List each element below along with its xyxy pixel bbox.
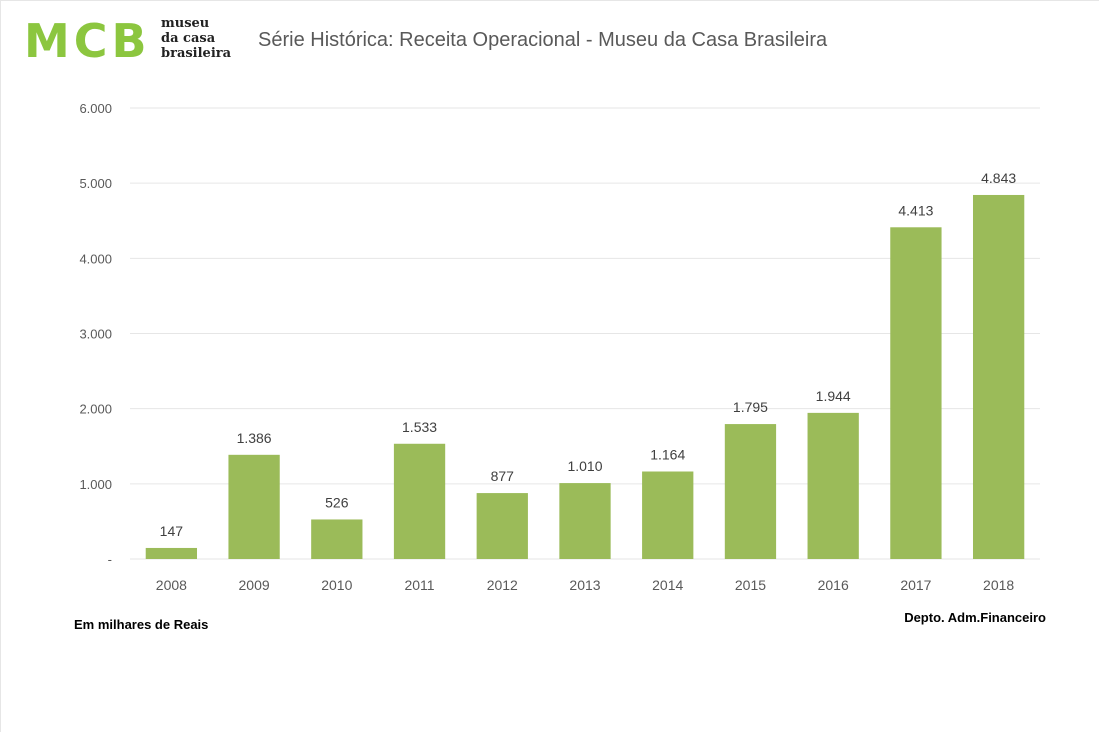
value-label-2008: 147 bbox=[160, 523, 184, 539]
y-tick-label: - bbox=[108, 552, 112, 567]
value-label-2010: 526 bbox=[325, 494, 349, 510]
bar-2010 bbox=[311, 519, 363, 559]
logo-word-3: brasileira bbox=[161, 46, 232, 61]
x-tick-label-2012: 2012 bbox=[487, 577, 518, 593]
value-label-2012: 877 bbox=[491, 468, 515, 484]
value-label-2014: 1.164 bbox=[650, 447, 685, 463]
bars bbox=[145, 194, 1025, 560]
x-tick-label-2008: 2008 bbox=[156, 577, 187, 593]
value-label-2011: 1.533 bbox=[402, 419, 437, 435]
x-tick-label-2016: 2016 bbox=[818, 577, 849, 593]
x-tick-label-2013: 2013 bbox=[569, 577, 600, 593]
source-note: Depto. Adm.Financeiro bbox=[904, 610, 1046, 625]
x-tick-label-2018: 2018 bbox=[983, 577, 1014, 593]
y-tick-label: 4.000 bbox=[79, 251, 112, 266]
value-label-2009: 1.386 bbox=[237, 430, 272, 446]
logo-word-1: museu bbox=[161, 16, 210, 31]
bar-2008 bbox=[145, 547, 198, 559]
unit-note: Em milhares de Reais bbox=[74, 617, 209, 632]
bar-2011 bbox=[393, 443, 446, 559]
bar-2012 bbox=[476, 493, 528, 559]
bar-2013 bbox=[559, 483, 611, 559]
value-label-2017: 4.413 bbox=[898, 202, 933, 218]
y-tick-label: 1.000 bbox=[79, 477, 112, 492]
bar-2015 bbox=[724, 424, 777, 559]
value-label-2013: 1.010 bbox=[567, 458, 602, 474]
bar-2016 bbox=[807, 412, 859, 559]
y-tick-label: 6.000 bbox=[79, 101, 112, 116]
x-tick-label-2009: 2009 bbox=[239, 577, 270, 593]
x-tick-label-2011: 2011 bbox=[404, 577, 434, 593]
bar-2009 bbox=[228, 454, 280, 559]
y-tick-label: 3.000 bbox=[79, 327, 112, 342]
chart-title: Série Histórica: Receita Operacional - M… bbox=[258, 29, 828, 51]
gridlines bbox=[130, 107, 1040, 560]
x-axis-ticks: 2008 2009 2010 2011 2012 2013 2014 2015 2016 2017… bbox=[156, 577, 1015, 593]
bar-2018 bbox=[972, 194, 1025, 559]
value-label-2018: 4.843 bbox=[981, 170, 1016, 186]
x-tick-label-2015: 2015 bbox=[735, 577, 766, 593]
logo-wordmark: museu da casa brasileira bbox=[161, 16, 231, 61]
x-tick-label-2010: 2010 bbox=[321, 577, 352, 593]
value-labels: 147 1.386 526 1.533 877 1.010 1.164 1.795 1.944 4… bbox=[160, 170, 1017, 539]
y-axis-ticks: - 1.000 2.000 3.000 4.000 5.000 6.000 bbox=[79, 101, 112, 567]
value-label-2015: 1.795 bbox=[733, 399, 768, 415]
bar-2014 bbox=[642, 471, 694, 559]
logo-word-2: da casa bbox=[161, 31, 216, 46]
logo-letters: MCB bbox=[24, 14, 151, 68]
bar-2017 bbox=[890, 227, 942, 560]
x-tick-label-2017: 2017 bbox=[900, 577, 931, 593]
x-tick-label-2014: 2014 bbox=[652, 577, 683, 593]
y-tick-label: 2.000 bbox=[79, 402, 112, 417]
y-tick-label: 5.000 bbox=[79, 176, 112, 191]
value-label-2016: 1.944 bbox=[816, 388, 851, 404]
